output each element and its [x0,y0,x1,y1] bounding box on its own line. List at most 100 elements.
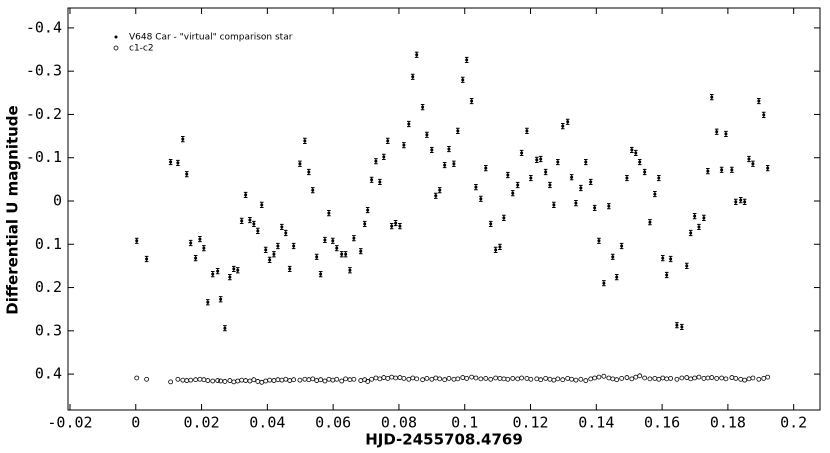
point [544,170,548,174]
point-open [765,374,771,380]
point [315,255,319,259]
y-tick-label: -0.1 [26,148,62,166]
point-open [647,376,653,382]
point-open [455,376,461,382]
point [394,221,398,225]
point [556,160,560,164]
point [169,160,173,164]
point [479,197,483,201]
point [739,198,743,202]
point [331,239,335,243]
point [494,248,498,252]
point [260,203,264,207]
point-open [583,378,589,383]
point [734,200,738,204]
point [570,175,574,179]
point-open [168,379,174,385]
point [194,256,198,260]
point [352,236,356,240]
point-open [505,376,511,382]
point-open [144,376,150,382]
point-open [756,376,762,382]
point-open [365,379,371,384]
point [630,148,634,152]
point [359,249,363,253]
point [702,216,706,220]
point [643,170,647,174]
point-open [578,376,584,382]
point-open [709,375,715,380]
point-open [401,376,407,381]
point [276,244,280,248]
point [176,161,180,165]
point [697,225,701,229]
y-tick-label: -0.4 [26,18,62,36]
point-open [469,374,475,380]
point-open [519,375,525,381]
point [402,143,406,147]
point-open [424,376,430,381]
point [602,281,606,285]
point [751,162,755,166]
point [366,208,370,212]
y-tick-label: -0.2 [26,105,62,123]
point [529,176,533,180]
point [298,162,302,166]
point-open [188,377,194,383]
point [615,275,619,279]
x-tick-label: 0.04 [249,414,285,432]
point [661,256,665,260]
point [398,224,402,228]
point-open [291,377,297,383]
point-open [351,376,357,382]
point [653,192,657,196]
point [382,155,386,159]
point-open [601,373,607,379]
point-open [750,375,756,381]
point-open [310,376,316,382]
x-tick-label: 0.08 [381,414,417,432]
point [724,132,728,136]
y-tick-label: 0 [53,191,62,209]
point-open [629,376,635,382]
y-tick-label: -0.3 [26,62,62,80]
point-open [642,375,648,381]
point-open [596,374,602,380]
point [434,194,438,198]
point [706,169,710,173]
point-open [322,378,328,384]
point [425,133,429,137]
point [232,267,236,271]
point [757,99,761,103]
x-tick-label: 0.02 [183,414,219,432]
point [311,188,315,192]
point [474,185,478,189]
point [552,203,556,207]
legend-marker [113,45,119,51]
point [288,267,292,271]
point [715,130,719,134]
point [470,99,474,103]
point [762,113,766,117]
point-open [334,376,340,382]
point [292,244,296,248]
legend-label: V648 Car - "virtual" comparison star [129,33,293,43]
point-open [488,376,494,382]
point [248,218,252,222]
point [535,158,539,162]
point-open [555,376,561,382]
point-open [560,377,566,383]
point-open [420,377,426,383]
point [579,186,583,190]
point [620,244,624,248]
x-tick-label: 0.18 [710,414,746,432]
point-open [538,377,544,383]
point [548,183,552,187]
point [561,124,565,128]
point [766,166,770,170]
point-open [339,378,345,384]
point-open [442,377,448,383]
point [272,252,276,256]
